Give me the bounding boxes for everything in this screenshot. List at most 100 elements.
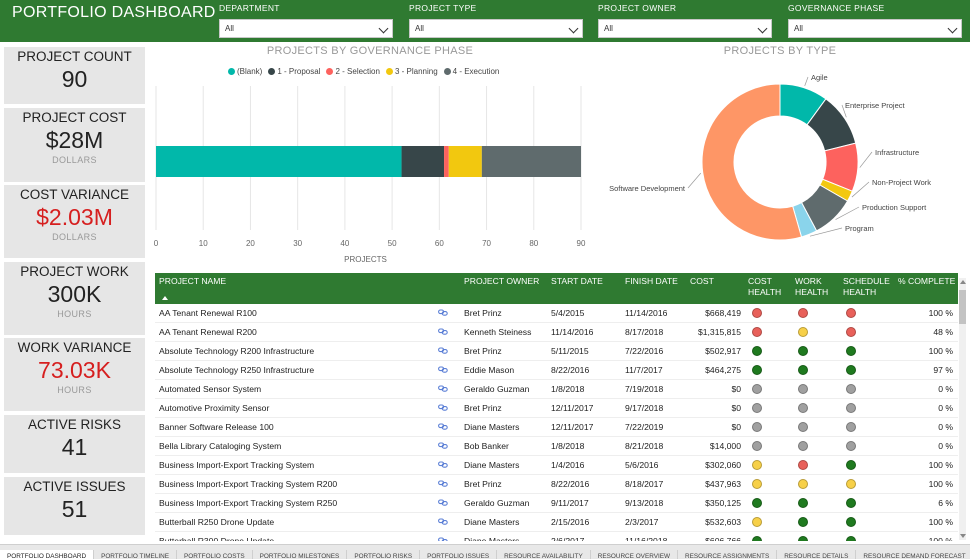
link-icon[interactable]	[438, 536, 448, 541]
link-icon[interactable]	[438, 346, 448, 355]
bar-segment[interactable]	[481, 146, 581, 177]
table-row[interactable]: Automated Sensor System Geraldo Guzman 1/8…	[155, 380, 958, 399]
table-row[interactable]: Absolute Technology R200 Infrastructure B…	[155, 342, 958, 361]
link-icon[interactable]	[438, 479, 448, 488]
col-cost-health[interactable]: COST HEALTH	[748, 276, 782, 297]
leader-line	[835, 206, 860, 220]
scroll-up-icon[interactable]	[960, 280, 966, 284]
filter-label: GOVERNANCE PHASE	[788, 3, 885, 13]
project-type-dropdown[interactable]: All	[409, 19, 583, 38]
donut-label: Software Development	[609, 184, 686, 193]
table-row[interactable]: Banner Software Release 100 Diane Masters…	[155, 418, 958, 437]
col-start-date[interactable]: START DATE	[551, 276, 603, 286]
status-dot-icon	[798, 422, 808, 432]
kpi-project-work: PROJECT WORK 300K HOURS	[4, 262, 145, 335]
legend-item[interactable]: (Blank)	[228, 67, 262, 76]
table-row[interactable]: Butterball R250 Drone Update Diane Master…	[155, 513, 958, 532]
x-tick-label: 80	[529, 239, 538, 248]
status-dot-icon	[752, 365, 762, 375]
bar-segment[interactable]	[448, 146, 482, 177]
legend-item[interactable]: 3 - Planning	[385, 67, 438, 76]
table-row[interactable]: AA Tenant Renewal R100 Bret Prinz 5/4/2015…	[155, 304, 958, 323]
link-icon[interactable]	[438, 384, 448, 393]
link-icon[interactable]	[438, 327, 448, 336]
cell-name: Business Import-Export Tracking System R…	[159, 498, 338, 508]
status-dot-icon	[752, 536, 762, 541]
x-tick-label: 0	[154, 239, 159, 248]
table-row[interactable]: Business Import-Export Tracking System Di…	[155, 456, 958, 475]
bar-segment[interactable]	[444, 146, 449, 177]
cell-start: 5/11/2015	[551, 346, 589, 356]
col-percent-complete[interactable]: % COMPLETE	[898, 276, 956, 286]
scroll-down-icon[interactable]	[960, 534, 966, 538]
cell-owner: Kenneth Steiness	[464, 327, 532, 337]
cell-start: 5/4/2015	[551, 308, 585, 318]
legend-item[interactable]: 2 - Selection	[326, 67, 380, 76]
col-work-health[interactable]: WORK HEALTH	[795, 276, 829, 297]
link-icon[interactable]	[438, 308, 448, 317]
tab-portfolio-risks[interactable]: PORTFOLIO RISKS	[347, 550, 421, 559]
cell-finish: 9/17/2018	[625, 403, 664, 413]
kpi-label: PROJECT COST	[22, 110, 127, 125]
tab-resource-availability[interactable]: RESOURCE AVAILABILITY	[497, 550, 591, 559]
cell-pct: 100 %	[928, 308, 953, 318]
legend-item[interactable]: 1 - Proposal	[268, 67, 320, 76]
department-dropdown[interactable]: All	[219, 19, 393, 38]
donut-label: Production Support	[862, 203, 927, 212]
scrollbar-thumb[interactable]	[959, 290, 966, 324]
legend-label: 2 - Selection	[335, 67, 380, 76]
cell-finish: 8/17/2018	[625, 327, 664, 337]
link-icon[interactable]	[438, 365, 448, 374]
tab-resource-overview[interactable]: RESOURCE OVERVIEW	[591, 550, 679, 559]
leader-line	[851, 181, 870, 198]
link-icon[interactable]	[438, 403, 448, 412]
x-tick-label: 40	[340, 239, 349, 248]
col-finish-date[interactable]: FINISH DATE	[625, 276, 678, 286]
status-dot-icon	[846, 422, 856, 432]
table-row[interactable]: Business Import-Export Tracking System R…	[155, 494, 958, 513]
donut-slice[interactable]	[701, 83, 803, 241]
project-type-donut-chart[interactable]: Agile Enterprise Project Infrastructure Non…	[590, 60, 965, 270]
tab-portfolio-costs[interactable]: PORTFOLIO COSTS	[177, 550, 253, 559]
cell-owner: Diane Masters	[464, 422, 520, 432]
link-icon[interactable]	[438, 441, 448, 450]
col-cost[interactable]: COST	[690, 276, 714, 286]
col-project-owner[interactable]: PROJECT OWNER	[464, 276, 540, 286]
page-title: PORTFOLIO DASHBOARD	[12, 4, 216, 21]
link-icon[interactable]	[438, 460, 448, 469]
bar-segment[interactable]	[156, 146, 402, 177]
legend-item[interactable]: 4 - Execution	[443, 67, 499, 76]
tab-portfolio-dashboard[interactable]: PORTFOLIO DASHBOARD	[0, 550, 95, 559]
tab-resource-details[interactable]: RESOURCE DETAILS	[777, 550, 857, 559]
cell-name: Absolute Technology R200 Infrastructure	[159, 346, 315, 356]
governance-phase-dropdown[interactable]: All	[788, 19, 962, 38]
table-row[interactable]: Absolute Technology R250 Infrastructure E…	[155, 361, 958, 380]
tab-resource-assignments[interactable]: RESOURCE ASSIGNMENTS	[678, 550, 778, 559]
table-row[interactable]: Automotive Proximity Sensor Bret Prinz 12/…	[155, 399, 958, 418]
table-row[interactable]: Business Import-Export Tracking System R…	[155, 475, 958, 494]
tab-resource-demand-forecast[interactable]: RESOURCE DEMAND FORECAST	[856, 550, 970, 559]
link-icon[interactable]	[438, 422, 448, 431]
col-project-name[interactable]: PROJECT NAME	[159, 276, 227, 286]
project-owner-dropdown[interactable]: All	[598, 19, 772, 38]
tab-portfolio-timeline[interactable]: PORTFOLIO TIMELINE	[94, 550, 178, 559]
status-dot-icon	[798, 308, 808, 318]
governance-phase-bar-chart[interactable]: 0 10 20 30 40 50 60 70 80 90 PROJECTS	[150, 84, 595, 269]
bar-segment[interactable]	[401, 146, 445, 177]
link-icon[interactable]	[438, 498, 448, 507]
donut-label: Non-Project Work	[872, 178, 931, 187]
cell-finish: 8/21/2018	[625, 441, 664, 451]
table-header: PROJECT NAME PROJECT OWNER START DATE FI…	[155, 273, 958, 304]
status-dot-icon	[752, 346, 762, 356]
link-icon[interactable]	[438, 517, 448, 526]
cell-finish: 8/18/2017	[625, 479, 664, 489]
legend-label: 1 - Proposal	[277, 67, 321, 76]
col-schedule-health[interactable]: SCHEDULE HEALTH	[843, 276, 890, 297]
table-row[interactable]: Butterball R300 Drone Update Diane Master…	[155, 532, 958, 541]
tab-portfolio-milestones[interactable]: PORTFOLIO MILESTONES	[253, 550, 348, 559]
table-row[interactable]: AA Tenant Renewal R200 Kenneth Steiness 11…	[155, 323, 958, 342]
tab-portfolio-issues[interactable]: PORTFOLIO ISSUES	[420, 550, 498, 559]
table-row[interactable]: Bella Library Cataloging System Bob Banke…	[155, 437, 958, 456]
table-scrollbar[interactable]	[959, 278, 966, 540]
dropdown-value: All	[604, 24, 613, 33]
